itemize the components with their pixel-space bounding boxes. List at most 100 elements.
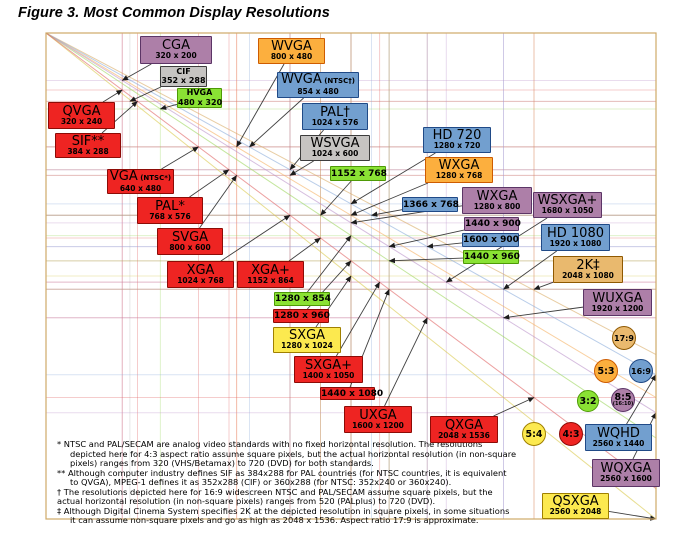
res-box-1366-x-768: 1366 x 768 xyxy=(402,197,459,212)
res-dimensions: 1280 x 720 xyxy=(433,141,481,151)
res-dimensions: 2560 x 1440 xyxy=(592,438,645,448)
res-label: SVGA xyxy=(171,229,209,245)
ratio-circle-16-9: 16:9 xyxy=(629,359,653,383)
chart-border xyxy=(45,32,657,520)
ratio-circle-5-4: 5:4 xyxy=(522,422,546,446)
res-box-pal-768-x-576: PAL* 768 x 576 xyxy=(137,197,203,224)
res-box-hvga-480-x-320: HVGA 480 x 320 xyxy=(177,88,222,108)
res-label: HD 1080 xyxy=(546,225,604,241)
res-label: 2K‡ xyxy=(576,257,600,273)
res-label: HD 720 xyxy=(432,128,482,144)
res-dimensions: 1024 x 768 xyxy=(177,275,224,285)
res-label: UXGA xyxy=(359,407,397,423)
res-box-1440-x-900: 1440 x 900 xyxy=(464,217,521,231)
res-label: SXGA xyxy=(288,328,326,344)
ratio-circle-4-3: 4:3 xyxy=(559,422,583,446)
res-box-1152-x-768: 1152 x 768 xyxy=(330,166,387,181)
res-box-sxga-1400-x-1050: SXGA+ 1400 x 1050 xyxy=(294,356,363,383)
res-box-wqxga-2560-x-1600: WQXGA 2560 x 1600 xyxy=(592,459,660,487)
footnote-4: ‡ Although Digital Cinema System specifi… xyxy=(57,505,517,526)
res-dimensions: 854 x 480 xyxy=(297,87,339,97)
res-dimensions: 2048 x 1536 xyxy=(438,430,490,440)
footnote-2: ** Although computer industry defines SI… xyxy=(57,467,517,488)
res-box-1440-x-1080: 1440 x 1080 xyxy=(320,387,384,400)
footnote-text: Although Digital Cinema System specifies… xyxy=(63,505,510,525)
res-dimensions: 1024 x 600 xyxy=(311,149,359,159)
res-dimensions: 1280 x 800 xyxy=(473,201,521,211)
res-label: WXGA xyxy=(476,188,518,204)
footnote-marker: ** xyxy=(57,467,68,478)
res-label: WVGA xyxy=(271,39,312,55)
res-dimensions: 1440 x 1080 xyxy=(321,388,384,399)
res-dimensions: 480 x 320 xyxy=(178,97,223,107)
res-box-sxga-1280-x-1024: SXGA 1280 x 1024 xyxy=(273,327,341,353)
res-dimensions: 1024 x 576 xyxy=(311,117,359,127)
res-box-wvga-854-x-480: WVGA (NTSC†) 854 x 480 xyxy=(277,72,359,98)
res-label: QXGA xyxy=(444,417,484,433)
res-box-hd-1080-1920-x-1080: HD 1080 1920 x 1080 xyxy=(541,224,610,251)
res-label: WQHD xyxy=(597,425,640,441)
res-dimensions: 1366 x 768 xyxy=(403,199,459,210)
res-label: WUXGA xyxy=(592,290,643,306)
res-box-svga-800-x-600: SVGA 800 x 600 xyxy=(157,228,223,255)
ratio-circle-17-9: 17:9 xyxy=(612,326,636,350)
res-box-qxga-2048-x-1536: QXGA 2048 x 1536 xyxy=(430,416,498,443)
res-label: SIF** xyxy=(71,133,105,149)
res-dimensions: 2048 x 1080 xyxy=(562,270,614,280)
res-label: XGA+ xyxy=(251,262,290,278)
footnotes: * NTSC and PAL/SECAM are analog video st… xyxy=(57,439,517,526)
res-dimensions: 1400 x 1050 xyxy=(302,370,355,380)
res-dimensions: 2560 x 2048 xyxy=(549,507,602,517)
res-box-cga-320-x-200: CGA 320 x 200 xyxy=(140,36,212,64)
res-box-uxga-1600-x-1200: UXGA 1600 x 1200 xyxy=(344,406,412,433)
res-dimensions: 640 x 480 xyxy=(119,183,162,193)
res-box-hd-720-1280-x-720: HD 720 1280 x 720 xyxy=(423,127,491,153)
res-label: QVGA xyxy=(62,103,101,119)
res-box-qvga-320-x-240: QVGA 320 x 240 xyxy=(48,102,115,129)
ratio-label: 4:3 xyxy=(562,428,580,440)
ratio-label: 17:9 xyxy=(614,333,634,343)
res-dimensions: 384 x 288 xyxy=(67,146,109,156)
res-box-wqhd-2560-x-1440: WQHD 2560 x 1440 xyxy=(585,424,652,451)
res-label: VGA (NTSC*) xyxy=(109,168,172,184)
res-dimensions: 1920 x 1200 xyxy=(591,303,644,313)
ratio-circle-5-3: 5:3 xyxy=(594,359,618,383)
res-dimensions: 768 x 576 xyxy=(149,211,191,221)
res-box-wxga-1280-x-768: WXGA 1280 x 768 xyxy=(425,157,493,183)
res-box-wsxga-1680-x-1050: WSXGA+ 1680 x 1050 xyxy=(533,192,602,218)
res-box-xga-1024-x-768: XGA 1024 x 768 xyxy=(167,261,234,288)
res-box-1440-x-960: 1440 x 960 xyxy=(463,250,520,264)
figure-title: Figure 3. Most Common Display Resolution… xyxy=(18,5,330,21)
footnote-text: The resolutions depicted here for 16:9 w… xyxy=(57,486,493,506)
res-label: QSXGA xyxy=(552,494,599,510)
res-box-wsvga-1024-x-600: WSVGA 1024 x 600 xyxy=(300,135,370,161)
pointer-arrows xyxy=(101,63,657,521)
res-dimensions: 1600 x 900 xyxy=(463,235,519,245)
res-label: WQXGA xyxy=(600,461,652,477)
ratio-label: 3:2 xyxy=(579,395,597,407)
res-label: SXGA+ xyxy=(304,357,353,373)
res-box-cif-352-x-288: CIF 352 x 288 xyxy=(160,66,207,87)
res-dimensions: 1600 x 1200 xyxy=(352,420,404,430)
res-dimensions: 352 x 288 xyxy=(161,76,206,86)
footnote-text: Although computer industry defines SIF a… xyxy=(67,467,507,487)
res-box-sif-384-x-288: SIF** 384 x 288 xyxy=(55,133,121,158)
footnote-marker: † xyxy=(57,486,64,497)
res-dimensions: 1280 x 768 xyxy=(435,171,483,181)
res-dimensions: 320 x 200 xyxy=(155,51,197,61)
footnote-1: * NTSC and PAL/SECAM are analog video st… xyxy=(57,439,517,469)
footnote-marker: * xyxy=(57,439,64,449)
ratio-label: 5:4 xyxy=(525,428,543,440)
res-label: WXGA xyxy=(438,158,480,174)
res-dimensions: 1152 x 864 xyxy=(247,275,294,285)
res-box-wuxga-1920-x-1200: WUXGA 1920 x 1200 xyxy=(583,289,652,316)
res-dimensions: 1152 x 768 xyxy=(331,168,387,179)
res-dimensions: 1280 x 960 xyxy=(274,311,330,321)
res-label: WVGA (NTSC†) xyxy=(281,72,355,88)
res-box-1600-x-900: 1600 x 900 xyxy=(462,233,519,247)
res-label: WSVGA xyxy=(310,136,360,152)
ratio-sublabel: (16:10) xyxy=(612,401,634,407)
res-dimensions: 1680 x 1050 xyxy=(541,206,594,216)
res-dimensions: 1440 x 900 xyxy=(465,219,521,229)
footnote-marker: ‡ xyxy=(57,505,64,516)
